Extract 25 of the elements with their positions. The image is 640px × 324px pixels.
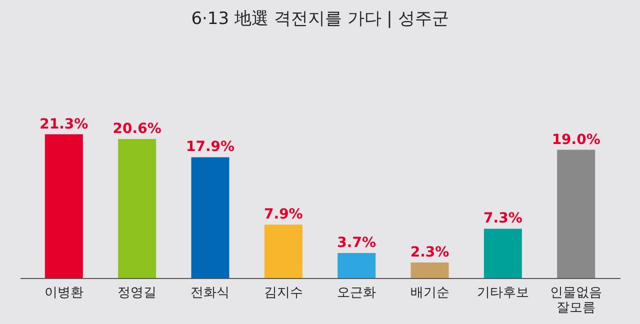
bar [410, 262, 449, 278]
data-label: 3.7% [337, 235, 376, 252]
bar [338, 253, 376, 278]
data-label: 7.3% [484, 210, 522, 227]
x-tick-label: 김지수 [264, 286, 303, 300]
bar [118, 138, 156, 278]
data-label: 19.0% [552, 132, 600, 148]
data-label: 21.3% [40, 116, 88, 132]
bar [191, 157, 230, 278]
data-label: 17.9% [186, 139, 235, 156]
x-tick-label: 이병환 [44, 286, 84, 300]
x-tick-label: 정영길 [118, 286, 157, 300]
x-tick-label: 배기순 [410, 286, 450, 300]
data-label: 20.6% [112, 120, 162, 137]
bar [557, 150, 596, 278]
bar [44, 134, 83, 278]
x-tick-label: 인물없음 잘모름 [550, 286, 602, 316]
data-label: 7.9% [264, 206, 303, 223]
x-tick-label: 기타후보 [476, 286, 529, 300]
bar [484, 228, 522, 278]
data-label: 2.3% [410, 244, 450, 260]
x-tick-label: 전화식 [190, 286, 230, 300]
bar [264, 224, 302, 278]
x-tick-label: 오근화 [337, 286, 376, 300]
chart-title: 6·13 地選 격전지를 가다 | 성주군 [191, 9, 449, 29]
